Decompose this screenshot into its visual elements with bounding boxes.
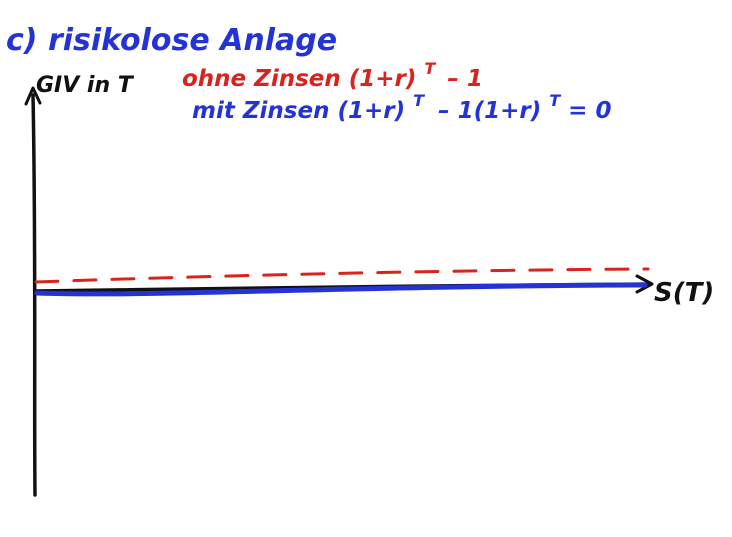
y-axis-label: GIV in T — [36, 73, 135, 98]
legend-blue-mid: – 1(1+r) — [438, 98, 541, 124]
series-ohne-zinsen-line — [34, 267, 650, 284]
legend-blue-tail: = 0 — [568, 98, 611, 124]
legend-blue-exp-2: T — [549, 91, 561, 110]
legend-blue-exp-1: T — [413, 91, 425, 110]
legend-blue-text: mit Zinsen (1+r) T – 1(1+r) T = 0 — [192, 86, 611, 124]
legend-red-text: ohne Zinsen (1+r) T – 1 — [182, 54, 483, 92]
series-mit-zinsen-line — [34, 282, 648, 297]
y-axis-arrowhead — [24, 86, 42, 106]
heading: c) risikolose Anlage — [6, 23, 337, 58]
legend-blue-main: mit Zinsen (1+r) — [192, 98, 405, 124]
x-axis-arrowhead — [635, 274, 654, 294]
legend-red-tail: – 1 — [447, 66, 483, 92]
y-axis-line — [31, 93, 37, 497]
legend-red-exp: T — [424, 59, 436, 78]
legend-red-main: ohne Zinsen (1+r) — [182, 66, 416, 92]
x-axis-label: S(T) — [654, 278, 714, 308]
